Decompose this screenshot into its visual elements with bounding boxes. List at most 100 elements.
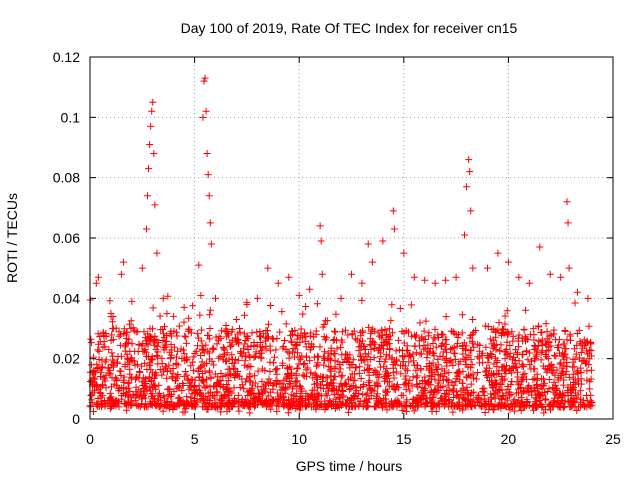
data-point — [180, 350, 188, 358]
data-point — [206, 355, 214, 363]
data-point — [382, 337, 390, 345]
data-point — [87, 339, 95, 347]
data-point — [261, 381, 269, 389]
data-point — [377, 399, 385, 407]
data-point — [360, 366, 368, 374]
data-point-peak — [358, 279, 366, 287]
data-point — [488, 401, 496, 409]
data-point — [302, 303, 310, 311]
data-point — [186, 326, 194, 334]
data-point — [462, 361, 470, 369]
data-point — [216, 382, 224, 390]
data-point — [306, 346, 314, 354]
data-point-peak — [253, 294, 261, 302]
data-point — [294, 364, 302, 372]
data-point — [334, 400, 342, 408]
data-point — [392, 347, 400, 355]
data-point — [115, 328, 123, 336]
data-point — [258, 390, 266, 398]
data-point — [344, 408, 352, 416]
data-point — [198, 395, 206, 403]
data-point — [342, 326, 350, 334]
data-point — [281, 389, 289, 397]
data-point — [168, 373, 176, 381]
data-point — [534, 402, 542, 410]
data-point — [518, 351, 526, 359]
data-point — [467, 380, 475, 388]
data-point — [465, 399, 473, 407]
data-point — [257, 354, 265, 362]
data-point — [367, 329, 375, 337]
data-point — [571, 355, 579, 363]
data-point — [306, 332, 314, 340]
y-tick-label: 0.12 — [53, 49, 80, 65]
data-point — [487, 335, 495, 343]
data-point — [492, 327, 500, 335]
data-point — [241, 340, 249, 348]
data-point — [265, 320, 273, 328]
data-point — [491, 376, 499, 384]
data-point — [566, 403, 574, 411]
data-point — [474, 369, 482, 377]
data-point — [574, 369, 582, 377]
data-point — [518, 377, 526, 385]
data-point — [510, 353, 518, 361]
data-point — [308, 386, 316, 394]
data-point — [213, 389, 221, 397]
data-point — [160, 344, 168, 352]
data-point — [365, 379, 373, 387]
data-point — [449, 387, 457, 395]
data-point — [327, 380, 335, 388]
data-point — [563, 336, 571, 344]
data-point — [572, 350, 580, 358]
data-point — [337, 373, 345, 381]
data-point — [403, 398, 411, 406]
data-point — [357, 375, 365, 383]
data-point — [390, 374, 398, 382]
data-point — [356, 363, 364, 371]
data-point — [450, 329, 458, 337]
data-point — [388, 355, 396, 363]
data-point — [581, 402, 589, 410]
data-point — [506, 349, 514, 357]
data-point — [467, 356, 475, 364]
data-point — [550, 378, 558, 386]
data-point — [374, 329, 382, 337]
data-point — [217, 334, 225, 342]
data-point — [429, 402, 437, 410]
data-point — [133, 392, 141, 400]
data-point — [454, 368, 462, 376]
data-point — [347, 374, 355, 382]
data-point-peak — [149, 98, 157, 106]
data-point — [271, 366, 279, 374]
data-point — [588, 399, 596, 407]
data-point — [568, 385, 576, 393]
data-point-peak — [337, 294, 345, 302]
data-point — [457, 390, 465, 398]
data-point — [577, 380, 585, 388]
data-point — [286, 349, 294, 357]
data-point — [109, 318, 117, 326]
data-point — [334, 358, 342, 366]
y-tick-label: 0.08 — [53, 170, 80, 186]
data-point — [490, 336, 498, 344]
data-point — [553, 386, 561, 394]
data-point — [151, 332, 159, 340]
data-point — [383, 365, 391, 373]
data-point — [587, 391, 595, 399]
data-point — [499, 326, 507, 334]
data-point — [120, 325, 128, 333]
data-point — [256, 394, 264, 402]
data-point — [417, 395, 425, 403]
data-point — [534, 323, 542, 331]
data-point — [405, 351, 413, 359]
data-point — [289, 345, 297, 353]
data-point — [189, 367, 197, 375]
data-point — [421, 403, 429, 411]
data-point — [365, 371, 373, 379]
data-point — [531, 398, 539, 406]
data-point — [437, 383, 445, 391]
data-point — [301, 329, 309, 337]
data-point — [520, 325, 528, 333]
data-point — [481, 409, 489, 417]
